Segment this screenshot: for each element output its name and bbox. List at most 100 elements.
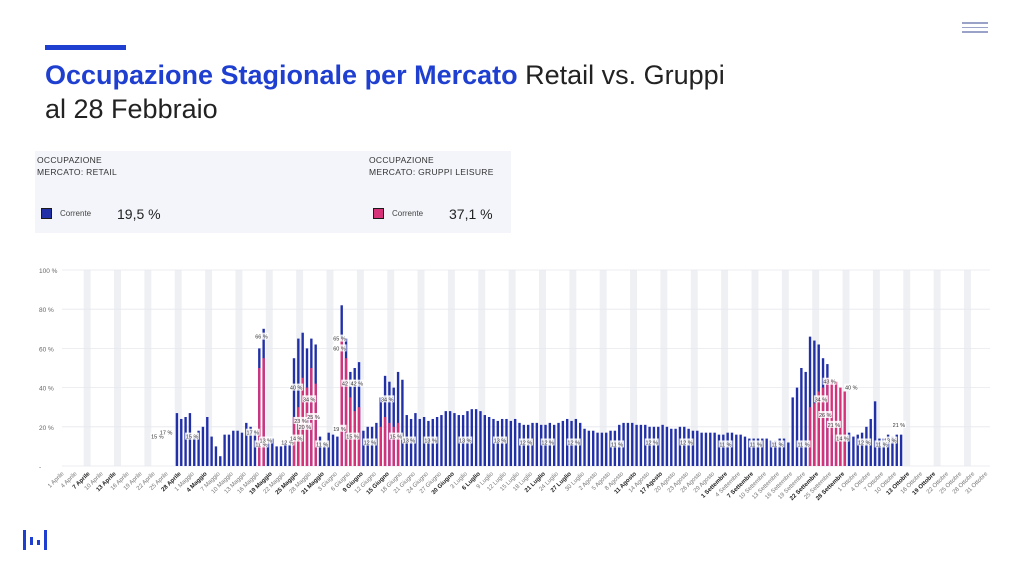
bar-retail [592, 430, 595, 466]
bar-retail [657, 426, 660, 466]
bar-gruppi [349, 397, 352, 466]
bar-retail [652, 426, 656, 466]
data-label-bg [748, 440, 763, 448]
data-label-bg [293, 416, 308, 424]
weekend-band [144, 270, 152, 466]
title-highlight: Occupazione Stagionale per Mercato [45, 60, 518, 90]
data-label-bg [185, 432, 200, 440]
kpi-retail-legend-label: Corrente [60, 209, 92, 218]
data-label-bg [874, 440, 889, 448]
bar-retail [557, 422, 560, 466]
data-label: 13 % [494, 439, 507, 445]
data-label-bg [380, 395, 395, 403]
accent-bar [45, 45, 126, 50]
weekend-band [417, 270, 425, 466]
weekend-band [356, 270, 364, 466]
bar-retail [665, 426, 669, 466]
data-label: 13 % [424, 439, 437, 445]
bar-retail [219, 456, 222, 466]
bar-gruppi [340, 338, 343, 466]
data-label-bg [718, 440, 733, 448]
data-label-bg [280, 438, 295, 446]
data-label: 40 % [845, 386, 858, 392]
y-tick-label: 80 % [39, 307, 54, 314]
bar-retail [765, 438, 768, 466]
data-label-bg [254, 440, 269, 448]
bar-retail [240, 432, 244, 466]
weekend-band [83, 270, 91, 466]
bar-retail [778, 438, 781, 466]
data-label: 12 % [541, 440, 554, 446]
data-label: 11 % [876, 442, 888, 448]
data-label-bg [844, 383, 859, 391]
bar-retail [709, 432, 712, 466]
weekend-band [781, 270, 789, 466]
data-label-bg [813, 395, 828, 403]
y-tick-label: - [39, 464, 41, 471]
bar-retail [756, 438, 760, 466]
data-label-bg [540, 438, 555, 446]
data-label: 20 % [299, 425, 312, 431]
bar-retail [444, 411, 447, 466]
bar-retail [193, 436, 196, 466]
bar-retail [670, 428, 673, 466]
bar-retail [683, 426, 686, 466]
data-label-bg [315, 440, 330, 448]
bar-retail [878, 438, 881, 466]
data-label-bg [883, 436, 898, 444]
bar-retail [483, 415, 486, 466]
y-tick-label: 20 % [39, 425, 54, 432]
data-label-bg [822, 377, 837, 385]
bar-retail [288, 444, 291, 466]
data-label-bg [289, 383, 304, 391]
kpi-retail: OCCUPAZIONE MERCATO: RETAIL Corrente 19,5… [35, 151, 255, 233]
weekend-band [630, 270, 638, 466]
bar-retail [626, 422, 630, 466]
bar-retail [284, 442, 287, 466]
bar-gruppi [379, 426, 382, 466]
bar-retail [891, 436, 894, 466]
weekend-band [569, 270, 577, 466]
bar-retail [297, 338, 300, 466]
weekend-band [660, 270, 668, 466]
data-label-bg [332, 344, 347, 352]
weekend-band [174, 270, 182, 466]
data-label-bg [150, 432, 165, 440]
bar-retail [661, 424, 664, 466]
weekend-band [387, 270, 395, 466]
bar-retail [769, 440, 773, 466]
bar-retail [249, 426, 252, 466]
bar-retail [752, 438, 755, 466]
bar-gruppi [262, 358, 265, 466]
data-label-bg [519, 438, 533, 446]
data-label: 19 % [333, 427, 346, 433]
kpi-gruppi-value: 37,1 % [449, 206, 493, 222]
y-tick-label: 40 % [39, 386, 54, 393]
bar-retail [648, 426, 651, 466]
y-tick-label: 60 % [39, 346, 54, 353]
bar-retail [392, 387, 395, 466]
bar-retail [596, 432, 599, 466]
bar-retail [184, 417, 187, 466]
data-label: 17 % [160, 431, 173, 437]
bar-gruppi [843, 391, 846, 466]
bar-retail [227, 434, 231, 466]
bar-retail [631, 422, 634, 466]
weekend-band [812, 270, 820, 466]
bar-retail [852, 436, 855, 466]
data-label: 12 % [281, 440, 294, 446]
hamburger-icon[interactable] [962, 22, 988, 34]
y-tick-label: 100 % [39, 268, 58, 275]
data-label-bg [644, 438, 659, 446]
data-label: 12 % [680, 440, 693, 446]
data-label-bg [610, 440, 625, 448]
bar-retail [318, 436, 322, 466]
kpi-gruppi: OCCUPAZIONE MERCATO: GRUPPI LEISURE Corre… [367, 151, 587, 233]
title-rest: Retail vs. Gruppi [517, 60, 725, 90]
title-line2: al 28 Febbraio [45, 94, 218, 124]
bar-retail [206, 417, 209, 466]
data-label-bg [332, 424, 347, 432]
bar-retail [713, 432, 716, 466]
bar-gruppi [388, 422, 391, 466]
bar-retail [674, 428, 677, 466]
